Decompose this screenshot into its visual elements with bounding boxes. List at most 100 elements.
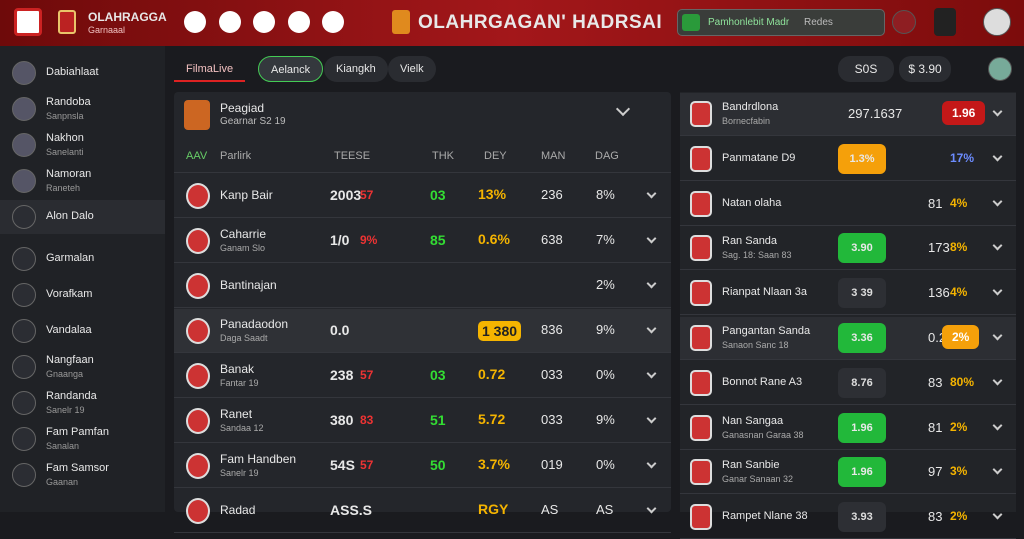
sidebar-item[interactable]: Namoran Raneteh: [0, 164, 165, 198]
column-header: MAN: [541, 150, 566, 162]
match-row[interactable]: Kanp Bair 2003 57 03 13% 236 8%: [174, 174, 671, 218]
odds-row[interactable]: Rampet Nlane 38 3.93 83 2%: [680, 496, 1016, 539]
sidebar-label: Randoba: [46, 96, 91, 108]
team-name: Natan olaha: [722, 196, 782, 209]
stats-button[interactable]: [322, 11, 344, 33]
odds-value: 0.2: [928, 330, 947, 345]
odds-row[interactable]: Ran Sanbie Ganar Sanaan 32 1.96 97 3%: [680, 451, 1016, 495]
tab[interactable]: Aelanck: [258, 56, 324, 82]
sidebar-icon: [12, 205, 36, 229]
sidebar-item[interactable]: Fam Samsor Gaanan: [0, 458, 165, 492]
sidebar-sub: Raneteh: [46, 183, 81, 193]
match-row[interactable]: Caharrie Ganam Slo 1/0 9% 85 0.6% 638 7%: [174, 219, 671, 263]
sidebar-item[interactable]: Randoba Sanpnsla: [0, 92, 165, 126]
team-logo: [690, 504, 712, 531]
odds-box[interactable]: 1.96: [838, 457, 886, 488]
expand-chevron[interactable]: [992, 196, 1003, 207]
expand-chevron[interactable]: [992, 151, 1003, 162]
expand-chevron[interactable]: [646, 188, 657, 199]
odds-box[interactable]: 3.36: [838, 323, 886, 353]
score: 54S: [330, 457, 355, 473]
odds-row[interactable]: Bandrdlona Bornecfabin 297.1637 1.96: [680, 93, 1016, 136]
expand-chevron[interactable]: [646, 458, 657, 469]
sidebar-item[interactable]: Dabiahlaat: [0, 56, 165, 90]
team-logo: [690, 459, 712, 486]
odds-value: 81: [928, 195, 943, 211]
sidebar: Dabiahlaat Randoba Sanpnsla Nakhon Sanelanti…: [0, 46, 165, 512]
expand-chevron[interactable]: [646, 278, 657, 289]
brand-title: OLAHRAGGA: [88, 10, 167, 24]
odds-row[interactable]: Bonnot Rane A3 8.76 83 80%: [680, 362, 1016, 405]
team-logo: [186, 183, 210, 209]
odds-panel: Bandrdlona Bornecfabin 297.1637 1.96 Panmata…: [680, 92, 1016, 539]
sidebar-item[interactable]: Randanda Sanelr 19: [0, 386, 165, 420]
tab[interactable]: Kiangkh: [324, 56, 388, 82]
expand-chevron[interactable]: [992, 285, 1003, 296]
match-row[interactable]: Fam Handben Sanelr 19 54S 57 50 3.7% 019 0%: [174, 444, 671, 488]
expand-chevron[interactable]: [646, 323, 657, 334]
team-name: Rianpat Nlaan 3a: [722, 286, 808, 299]
trophy-button[interactable]: [253, 11, 275, 33]
avatar[interactable]: [983, 8, 1011, 36]
sidebar-item[interactable]: Fam Pamfan Sanalan: [0, 422, 165, 456]
odds-box[interactable]: 1.3%: [838, 143, 886, 174]
close-button[interactable]: [644, 100, 660, 116]
odds-row[interactable]: Pangantan Sanda Sanaon Sanc 18 3.36 0.2 2%: [680, 317, 1016, 360]
odds-box[interactable]: 3.93: [838, 502, 886, 533]
expand-chevron[interactable]: [646, 413, 657, 424]
odds-row[interactable]: Ran Sanda Sag. 18: Saan 83 3.90 173 8%: [680, 227, 1016, 271]
match-row[interactable]: Radad ASS.S RGY AS AS: [174, 489, 671, 533]
odds-pct[interactable]: 1.96: [942, 101, 986, 125]
odds-row[interactable]: Nan Sangaa Ganasnan Garaa 38 1.96 81 2%: [680, 407, 1016, 450]
home-button[interactable]: [184, 11, 206, 33]
expand-chevron[interactable]: [992, 330, 1003, 341]
user-avatar[interactable]: [988, 57, 1012, 81]
expand-chevron[interactable]: [992, 420, 1003, 431]
expand-chevron[interactable]: [992, 464, 1003, 475]
odds-box[interactable]: 3 39: [838, 278, 886, 309]
match-row[interactable]: Ranet Sandaa 12 380 83 51 5.72 033 9%: [174, 399, 671, 443]
expand-chevron[interactable]: [992, 375, 1003, 386]
odds-pct[interactable]: 2%: [942, 325, 980, 349]
odds-row[interactable]: Panmatane D9 1.3% 17%: [680, 138, 1016, 181]
odd-value: 0.6%: [478, 231, 510, 247]
score-red: 9%: [360, 233, 378, 247]
expand-chevron[interactable]: [646, 233, 657, 244]
sidebar-item[interactable]: Vorafkam: [0, 278, 165, 312]
expand-chevron[interactable]: [992, 106, 1003, 117]
odds-pct: 4%: [950, 195, 968, 210]
notify-button[interactable]: [892, 10, 916, 34]
match-row[interactable]: Banak Fantar 19 238 57 03 0.72 033 0%: [174, 354, 671, 398]
expand-chevron[interactable]: [646, 368, 657, 379]
sidebar-item[interactable]: Alon Dalo: [0, 200, 165, 234]
tab[interactable]: Vielk: [388, 56, 436, 82]
sidebar-item[interactable]: Garmalan: [0, 242, 165, 276]
team-logo: [690, 101, 712, 127]
odds-box[interactable]: 8.76: [838, 367, 886, 398]
tool-button[interactable]: [219, 11, 241, 33]
odds-box[interactable]: 3.90: [838, 233, 886, 264]
tab[interactable]: FilmaLive: [174, 56, 246, 82]
badge[interactable]: S0S: [838, 56, 894, 82]
sidebar-item[interactable]: Nangfaan Gnaanga: [0, 350, 165, 384]
match-row[interactable]: Bantinajan 2%: [174, 264, 671, 308]
sidebar-item[interactable]: Nakhon Sanelanti: [0, 128, 165, 162]
sidebar-item[interactable]: Vandalaa: [0, 314, 165, 348]
odds-row[interactable]: Natan olaha 81 4%: [680, 183, 1016, 226]
odds-box[interactable]: 1.96: [838, 412, 886, 443]
search-text: Pamhonlebit Madr: [708, 17, 790, 28]
expand-chevron[interactable]: [992, 240, 1003, 251]
odds-row[interactable]: Rianpat Nlaan 3a 3 39 136 4%: [680, 272, 1016, 316]
match-title: Peagiad: [220, 101, 265, 115]
sidebar-icon: [12, 283, 36, 307]
expand-chevron[interactable]: [992, 509, 1003, 520]
search-box[interactable]: Pamhonlebit Madr Redes: [677, 9, 885, 36]
odds-pct: 4%: [950, 285, 968, 300]
chevron[interactable]: [615, 101, 631, 117]
team-name: Fam Handben: [220, 452, 297, 466]
shield-icon: [58, 10, 76, 34]
sidebar-label: Nangfaan: [46, 354, 94, 366]
chat-button[interactable]: [288, 11, 310, 33]
match-row[interactable]: Panadaodon Daga Saadt 0.0 1 380 836 9%: [174, 309, 671, 353]
balance[interactable]: $ 3.90: [899, 56, 951, 82]
